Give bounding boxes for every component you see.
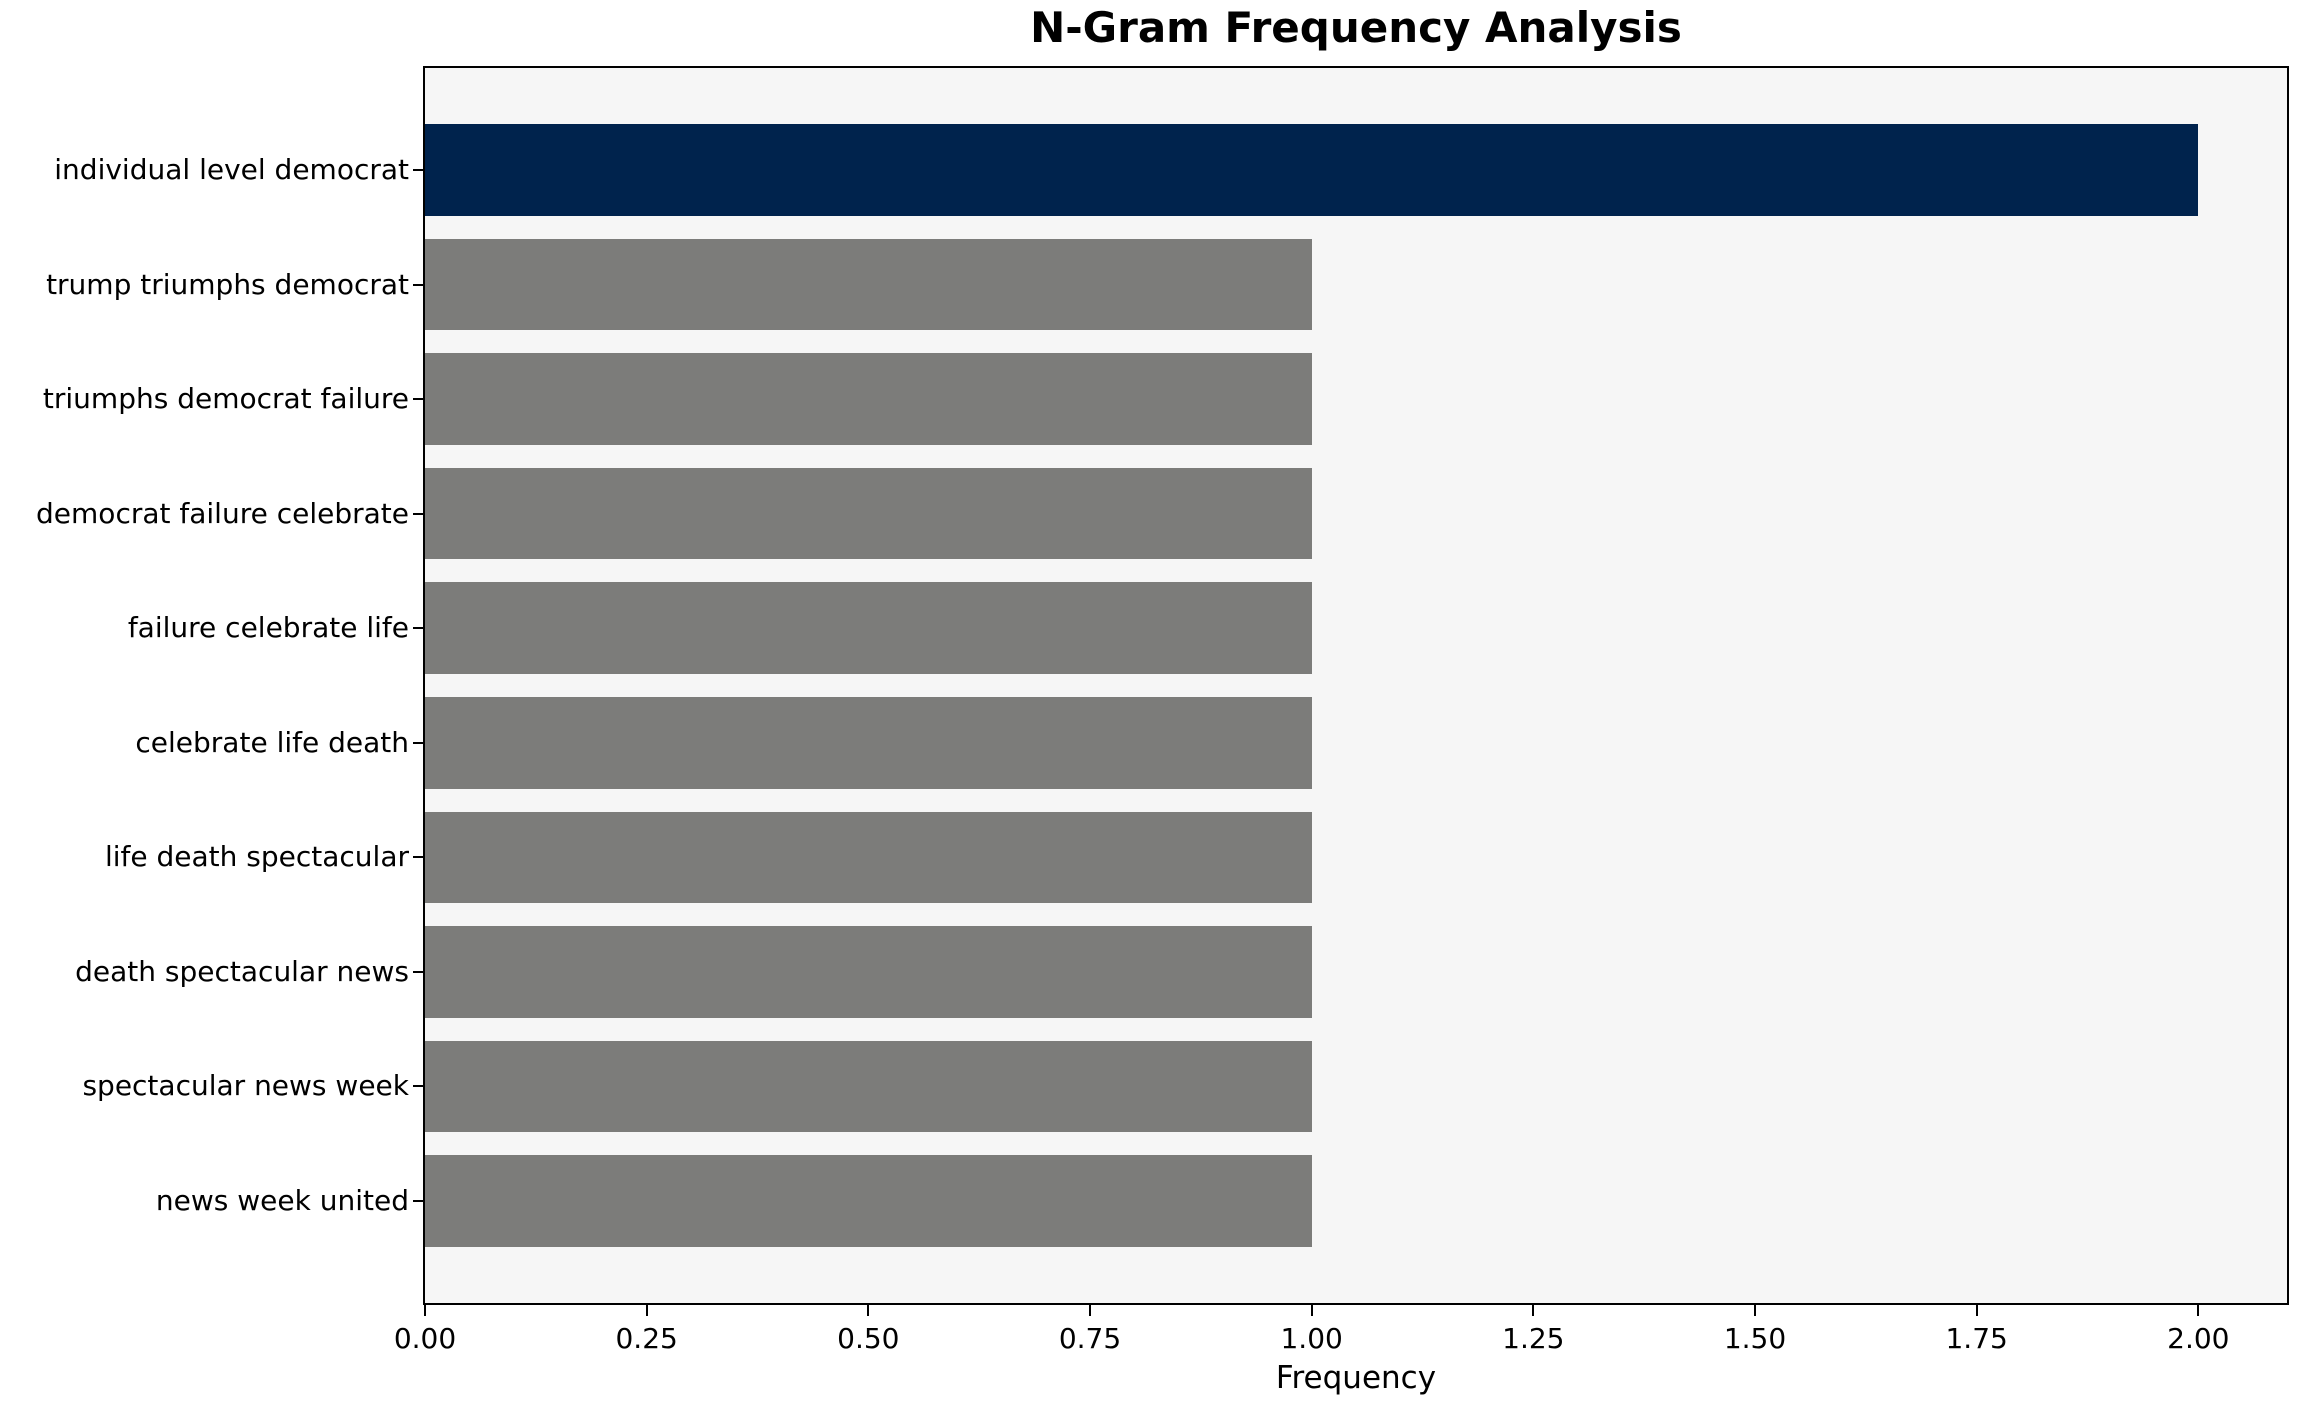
bar-news-week-united xyxy=(425,1155,1312,1247)
y-tick-mark xyxy=(413,856,423,859)
x-tick-mark xyxy=(1310,1305,1313,1316)
x-tick-label-0.75: 0.75 xyxy=(1058,1322,1122,1355)
y-tick-label-life-death-spectacular: life death spectacular xyxy=(104,840,409,874)
y-tick-mark xyxy=(413,512,423,515)
x-tick-label-1.25: 1.25 xyxy=(1502,1322,1565,1355)
y-tick-mark xyxy=(413,168,423,171)
x-tick-label-0.50: 0.50 xyxy=(837,1322,900,1355)
y-tick-mark xyxy=(413,398,423,401)
y-tick-label-spectacular-news-week: spectacular news week xyxy=(82,1069,409,1103)
bar-death-spectacular-news xyxy=(425,926,1312,1018)
y-tick-mark xyxy=(413,1085,423,1088)
x-tick-mark xyxy=(867,1305,870,1316)
bar-individual-level-democrat xyxy=(425,124,2199,216)
y-tick-label-failure-celebrate-life: failure celebrate life xyxy=(127,611,409,645)
x-tick-mark xyxy=(1532,1305,1535,1316)
y-tick-label-news-week-united: news week united xyxy=(155,1183,409,1217)
chart-title: N-Gram Frequency Analysis xyxy=(1030,3,1682,52)
x-tick-label-1.75: 1.75 xyxy=(1945,1322,2008,1355)
plot-area xyxy=(425,68,2287,1303)
x-tick-label-0.00: 0.00 xyxy=(393,1322,457,1355)
y-tick-mark xyxy=(413,627,423,630)
bar-triumphs-democrat-failure xyxy=(425,353,1312,445)
y-tick-mark xyxy=(413,741,423,744)
y-tick-mark xyxy=(413,283,423,286)
x-tick-mark xyxy=(424,1305,426,1316)
y-tick-label-triumphs-democrat-failure: triumphs democrat failure xyxy=(42,381,409,415)
x-tick-mark xyxy=(1089,1305,1091,1316)
x-tick-mark xyxy=(2197,1305,2200,1316)
bar-celebrate-life-death xyxy=(425,696,1312,789)
y-tick-label-celebrate-life-death: celebrate life death xyxy=(135,725,409,759)
bar-democrat-failure-celebrate xyxy=(425,467,1312,560)
y-tick-label-trump-triumphs-democrat: trump triumphs democrat xyxy=(46,267,409,301)
x-tick-mark xyxy=(1754,1305,1756,1316)
bar-life-death-spectacular xyxy=(425,811,1312,904)
y-tick-label-democrat-failure-celebrate: democrat failure celebrate xyxy=(36,496,409,530)
y-tick-mark xyxy=(413,970,423,973)
x-axis-title: Frequency xyxy=(1275,1360,1437,1396)
y-tick-label-death-spectacular-news: death spectacular news xyxy=(75,954,409,988)
x-tick-mark xyxy=(1975,1305,1978,1316)
y-tick-mark xyxy=(413,1200,423,1203)
bar-failure-celebrate-life xyxy=(425,582,1312,675)
x-tick-label-1.50: 1.50 xyxy=(1723,1322,1787,1355)
x-tick-label-2.00: 2.00 xyxy=(2167,1322,2230,1355)
bar-spectacular-news-week xyxy=(425,1040,1312,1133)
bar-trump-triumphs-democrat xyxy=(425,238,1312,331)
y-tick-label-individual-level-democrat: individual level democrat xyxy=(54,152,409,186)
x-tick-label-1.00: 1.00 xyxy=(1280,1322,1343,1355)
x-tick-mark xyxy=(645,1305,648,1316)
x-tick-label-0.25: 0.25 xyxy=(615,1322,678,1355)
